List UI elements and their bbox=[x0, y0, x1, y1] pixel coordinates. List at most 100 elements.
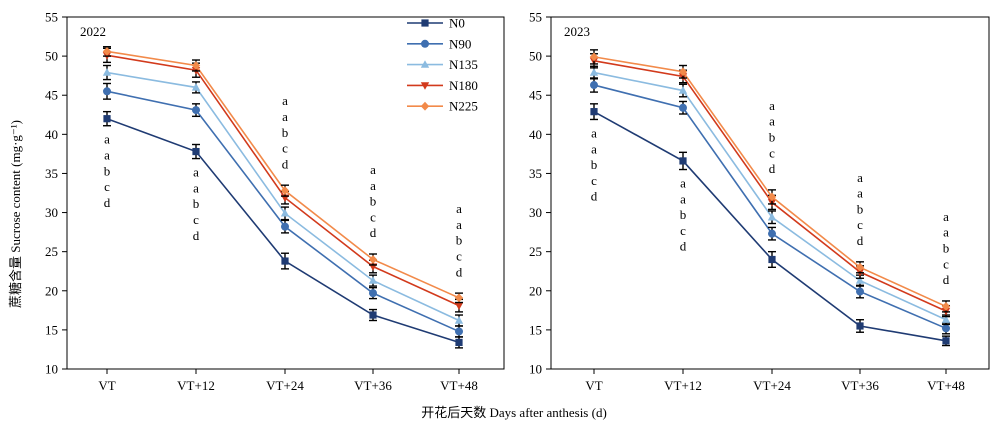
y-tick-label: 45 bbox=[45, 88, 58, 103]
legend-label: N90 bbox=[449, 36, 471, 51]
significance-letter: c bbox=[769, 145, 775, 160]
data-point-N0 bbox=[369, 311, 377, 319]
x-tick-label: VT+24 bbox=[266, 378, 304, 393]
y-tick-label: 55 bbox=[45, 10, 58, 25]
significance-letter: a bbox=[857, 170, 863, 185]
y-tick-label: 40 bbox=[45, 127, 58, 142]
significance-letter: a bbox=[370, 178, 376, 193]
significance-letter: a bbox=[857, 186, 863, 201]
significance-letter: c bbox=[680, 223, 686, 238]
data-point-N135 bbox=[280, 208, 290, 217]
y-tick-label: 15 bbox=[529, 322, 542, 337]
x-tick-label: VT+36 bbox=[841, 378, 879, 393]
x-tick-label: VT+12 bbox=[664, 378, 702, 393]
chart-panel-2023: 10 15 20 25 30 35 40 45 50 55 VT VT+12 VT+24 VT+36 VT+… bbox=[529, 10, 990, 393]
significance-letter: a bbox=[943, 209, 949, 224]
significance-letter: d bbox=[370, 225, 377, 240]
data-point-N0 bbox=[192, 147, 200, 156]
data-point-N225 bbox=[855, 262, 865, 272]
y-tick-label: 20 bbox=[45, 283, 58, 298]
significance-letter: a bbox=[282, 93, 288, 108]
legend-item-N225: N225 bbox=[407, 99, 478, 114]
data-point-N90 bbox=[856, 287, 864, 296]
significance-letter: d bbox=[193, 228, 200, 243]
series-line-N225 bbox=[593, 56, 947, 308]
panel-title: 2022 bbox=[80, 24, 106, 39]
legend-item-N180: N180 bbox=[407, 78, 478, 93]
significance-letter: b bbox=[456, 233, 463, 248]
significance-letter: d bbox=[680, 239, 687, 254]
significance-letter: c bbox=[857, 217, 863, 232]
data-point-N0 bbox=[942, 337, 950, 345]
plot-frame bbox=[550, 16, 990, 370]
significance-letter: b bbox=[769, 129, 776, 144]
y-tick-label: 25 bbox=[45, 244, 58, 259]
significance-letter: a bbox=[943, 225, 949, 240]
significance-letter: a bbox=[591, 141, 597, 156]
significance-letter: b bbox=[370, 194, 377, 209]
x-tick-label: VT bbox=[585, 378, 602, 393]
data-point-N225 bbox=[589, 52, 599, 62]
x-tick-label: VT+48 bbox=[440, 378, 478, 393]
significance-letter: c bbox=[456, 249, 462, 264]
data-point-N135 bbox=[855, 276, 865, 284]
y-tick-label: 10 bbox=[529, 362, 542, 377]
significance-letter: d bbox=[456, 264, 463, 279]
data-point-N135 bbox=[678, 86, 688, 94]
x-axis-label: 开花后天数 Days after anthesis (d) bbox=[421, 405, 607, 420]
significance-letter: b bbox=[943, 241, 950, 256]
data-point-N135 bbox=[454, 316, 464, 324]
data-point-N225 bbox=[191, 61, 201, 70]
data-point-N225 bbox=[102, 47, 112, 56]
data-point-N225 bbox=[678, 67, 688, 77]
legend-marker-N225 bbox=[420, 101, 430, 111]
significance-letter: a bbox=[769, 114, 775, 129]
y-tick-label: 55 bbox=[529, 10, 542, 25]
data-point-N90 bbox=[281, 222, 289, 231]
data-point-N135 bbox=[767, 212, 777, 221]
legend-label: N0 bbox=[449, 16, 465, 31]
significance-letter: a bbox=[193, 165, 199, 180]
data-point-N90 bbox=[942, 324, 950, 333]
y-tick-label: 35 bbox=[529, 166, 542, 181]
significance-letter: b bbox=[680, 207, 687, 222]
significance-letter: a bbox=[680, 176, 686, 191]
data-point-N0 bbox=[590, 108, 598, 116]
data-point-N90 bbox=[590, 81, 598, 90]
data-point-N180 bbox=[454, 302, 464, 311]
y-tick-label: 50 bbox=[529, 49, 542, 64]
chart-panel-2022: 10 15 20 25 30 35 40 45 50 55 VT VT+12 VT+24 VT+36 VT+… bbox=[45, 10, 505, 393]
y-tick-label: 20 bbox=[529, 283, 542, 298]
x-tick-label: VT+12 bbox=[177, 378, 215, 393]
significance-letter: a bbox=[591, 125, 597, 140]
y-tick-label: 30 bbox=[45, 205, 58, 220]
x-tick-label: VT+48 bbox=[927, 378, 965, 393]
legend-marker-N180 bbox=[420, 82, 430, 90]
legend-label: N225 bbox=[449, 99, 478, 114]
data-point-N225 bbox=[454, 293, 464, 303]
data-point-N225 bbox=[767, 192, 777, 202]
significance-letter: d bbox=[282, 156, 289, 171]
significance-letter: d bbox=[857, 233, 864, 248]
legend-label: N135 bbox=[449, 57, 478, 72]
x-tick-label: VT bbox=[98, 378, 115, 393]
significance-letter: b bbox=[282, 125, 289, 140]
data-point-N0 bbox=[679, 157, 687, 165]
data-point-N90 bbox=[103, 87, 111, 96]
data-point-N0 bbox=[455, 338, 463, 347]
data-point-N135 bbox=[191, 83, 201, 91]
significance-letter: a bbox=[456, 201, 462, 216]
data-point-N0 bbox=[856, 322, 864, 330]
y-tick-label: 15 bbox=[45, 322, 58, 337]
data-point-N135 bbox=[102, 68, 112, 76]
significance-letter: c bbox=[104, 179, 110, 194]
significance-letter: a bbox=[769, 98, 775, 113]
significance-letter: a bbox=[193, 180, 199, 195]
legend-item-N90: N90 bbox=[407, 36, 471, 51]
significance-letter: b bbox=[857, 201, 864, 216]
y-tick-label: 50 bbox=[45, 49, 58, 64]
x-tick-label: VT+36 bbox=[354, 378, 392, 393]
data-point-N0 bbox=[281, 257, 289, 265]
y-tick-label: 45 bbox=[529, 88, 542, 103]
